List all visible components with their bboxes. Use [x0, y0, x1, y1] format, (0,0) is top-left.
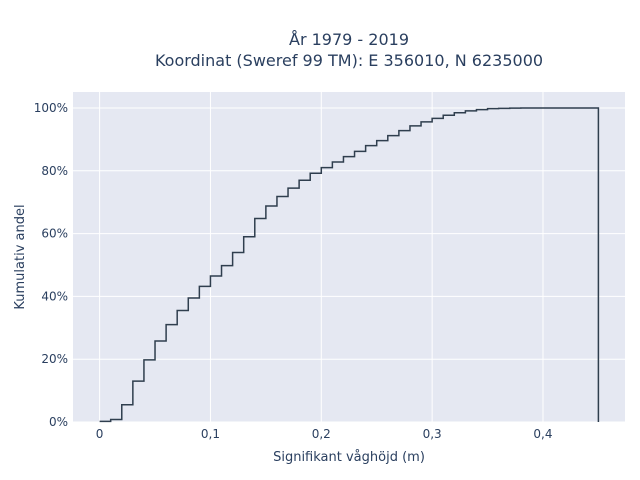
- cumulative-series-line: [99, 107, 600, 423]
- y-tick-label: 80%: [41, 164, 68, 178]
- x-tick-label: 0,3: [423, 427, 442, 441]
- y-tick-labels: 0% 20% 40% 60% 80% 100%: [34, 101, 68, 429]
- y-tick-label: 40%: [41, 289, 68, 303]
- grid-lines: [73, 92, 625, 423]
- x-tick-label: 0: [96, 427, 104, 441]
- series-layer: [99, 107, 600, 423]
- plot-area: [73, 92, 625, 422]
- chart-title-line-2: Koordinat (Sweref 99 TM): E 356010, N 62…: [155, 51, 543, 70]
- x-tick-label: 0,2: [312, 427, 331, 441]
- y-tick-label: 20%: [41, 352, 68, 366]
- x-tick-label: 0,4: [533, 427, 552, 441]
- x-tick-label: 0,1: [201, 427, 220, 441]
- x-tick-labels: 0 0,1 0,2 0,3 0,4: [96, 427, 553, 441]
- y-tick-label: 0%: [49, 415, 68, 429]
- x-axis-title: Signifikant våghöjd (m): [273, 450, 425, 465]
- y-axis-title: Kumulativ andel: [13, 204, 28, 309]
- chart-title-line-1: År 1979 - 2019: [289, 30, 409, 49]
- y-tick-label: 100%: [34, 101, 68, 115]
- y-tick-label: 60%: [41, 227, 68, 241]
